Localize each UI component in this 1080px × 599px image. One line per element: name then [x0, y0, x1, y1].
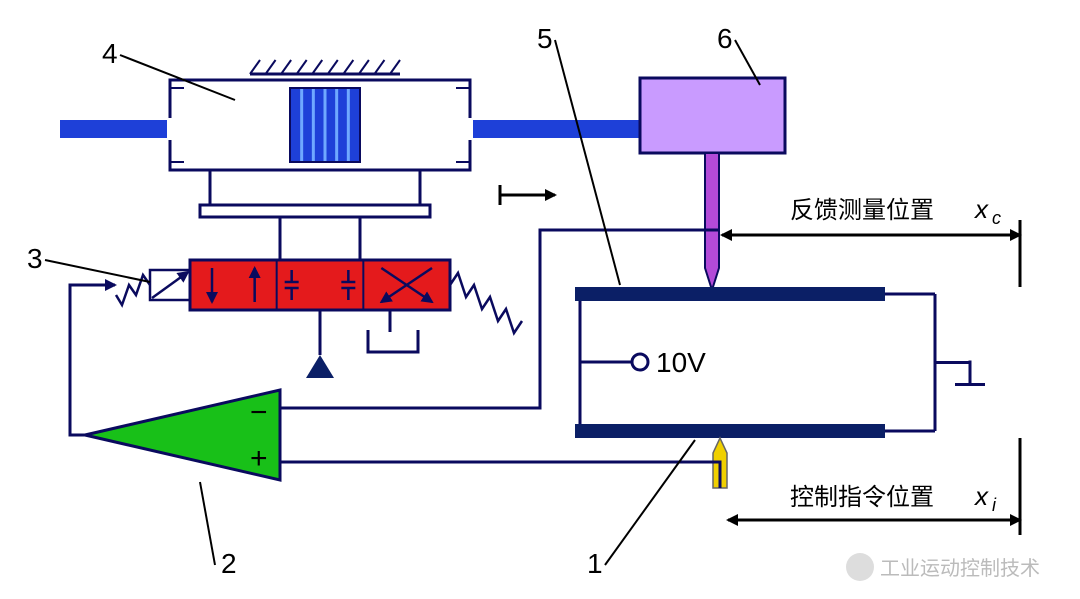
amp-minus: −: [250, 396, 268, 429]
callout-4: 4: [102, 38, 118, 69]
pressure-source-icon: [306, 355, 334, 378]
feedback-label: 反馈测量位置: [790, 197, 934, 224]
feedback-wiper: [705, 153, 719, 290]
voltage-terminal: [632, 354, 648, 370]
wire-command: [280, 462, 720, 488]
feedback-sub: c: [992, 208, 1001, 228]
pot-top-track: [575, 287, 885, 301]
command-label: 控制指令位置: [790, 484, 934, 511]
callout-5: 5: [537, 23, 553, 54]
proportional-valve: [190, 260, 450, 310]
callout-2: 2: [221, 548, 237, 579]
tank-icon: [368, 330, 418, 352]
callout-1: 1: [587, 548, 603, 579]
command-var: x: [973, 481, 989, 511]
wire-amp-to-valve: [70, 285, 115, 435]
callout-3: 3: [27, 243, 43, 274]
valve-spring-left: [116, 275, 150, 305]
watermark-text: 工业运动控制技术: [880, 552, 1040, 581]
command-sub: i: [992, 495, 997, 515]
voltage-label: 10V: [656, 347, 706, 378]
manifold-bar: [200, 205, 430, 217]
feedback-var: x: [973, 194, 989, 224]
mount-hatch: [250, 60, 400, 74]
wechat-icon: [846, 553, 874, 581]
valve-spring-right: [450, 273, 522, 333]
watermark: 工业运动控制技术: [846, 552, 1040, 581]
load-block: [640, 78, 785, 153]
callout-6: 6: [717, 23, 733, 54]
amp-plus: +: [250, 442, 268, 475]
pot-bottom-track: [575, 424, 885, 438]
